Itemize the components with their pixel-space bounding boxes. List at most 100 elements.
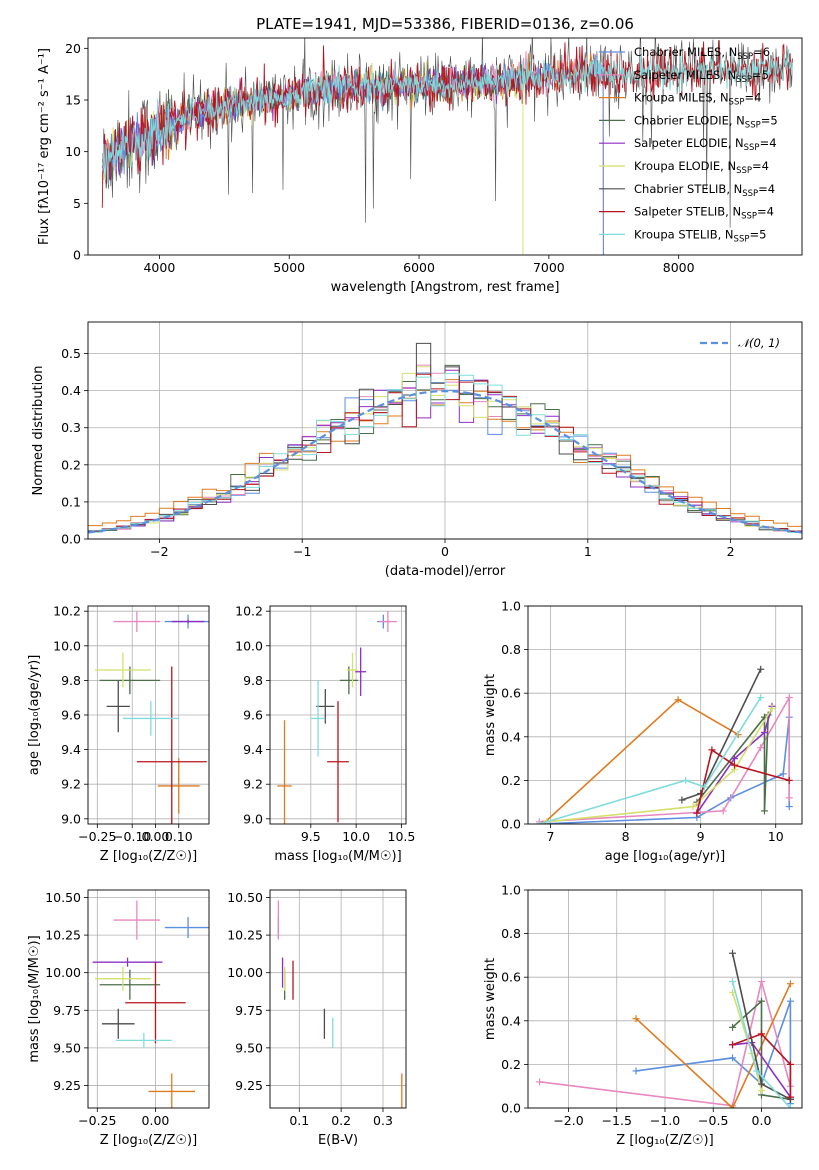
legend-entry: Salpeter STELIB, NSSP=4 [634,205,774,222]
x-tick-label: 7000 [533,260,565,275]
y-tick-label: 9.8 [243,673,263,688]
figure-title: PLATE=1941, MJD=53386, FIBERID=0136, z=0… [256,15,634,33]
panel-residual_histogram: −2 −1 0 1 2 0.0 0.1 0.2 0.3 0.4 0.5 𝒩(0, 1) (data-mo… [31,321,803,579]
x-tick-label: −2.0 [553,1113,583,1128]
axes-frame [87,605,210,825]
plot-area-residual_histogram [88,342,802,534]
y-tick-label: 10.2 [53,604,81,619]
x-tick-label: 9 [697,829,705,844]
y-tick-label: 0.4 [61,383,81,398]
y-tick-label: 0.6 [501,970,521,985]
x-tick-label: −2 [150,544,168,559]
x-tick-label: −0.5 [698,1113,728,1128]
x-axis-label: mass [log₁₀(M/M☉)] [274,849,401,864]
y-tick-label: 0.0 [501,817,521,832]
y-tick-label: 10.2 [235,604,263,619]
y-tick-label: 1.0 [501,883,521,898]
x-axis-label: age [log₁₀(age/yr)] [605,849,726,864]
y-tick-label: 10.00 [45,965,81,980]
x-axis-label: wavelength [Angstrom, rest frame] [331,280,560,295]
y-tick-label: 0 [73,248,81,263]
panel-age_vs_mass: 9.5 10.0 10.5 9.0 9.2 9.4 9.6 9.8 10.0 10.2 mass [… [235,604,415,864]
plot-area-mass_vs_Z [92,900,209,1108]
y-tick-label: 9.4 [243,742,263,757]
panel-spectrum: 4000 5000 6000 7000 8000 0 5 10 15 20 Chabrier MIL… [37,37,803,295]
plot-area-age_vs_mass [277,611,397,824]
panel-mass_weight_vs_age: 7 8 9 10 0.0 0.2 0.4 0.6 0.8 1.0 age [log₁₀(age/yr… [483,599,803,864]
y-tick-label: 9.75 [53,1003,81,1018]
x-tick-label: 5000 [273,260,305,275]
y-tick-label: 9.4 [61,742,81,757]
y-tick-label: 9.6 [61,708,81,723]
axes-frame [87,37,803,256]
mass-weight-series [732,1032,792,1098]
y-tick-label: 0.2 [61,457,81,472]
legend-entry: Kroupa STELIB, NSSP=5 [634,227,766,244]
y-tick-label: 10.25 [227,928,263,943]
y-tick-label: 0.8 [501,642,521,657]
x-tick-label: −0.25 [78,829,116,844]
panel-mass_weight_vs_Z: −2.0 −1.5 −1.0 −0.5 0.0 0.0 0.2 0.4 0.6 0.8 1.0 Z [… [483,883,803,1148]
y-tick-label: 9.2 [243,777,263,792]
plot-area-spectrum [101,38,793,255]
mass-weight-series [731,999,791,1101]
y-axis-label: mass weight [483,674,498,756]
y-tick-label: 0.0 [501,1101,521,1116]
y-tick-label: 0.4 [501,1013,521,1028]
y-axis-label: mass [log₁₀(M/M☉)] [27,935,42,1062]
mass-weight-series [546,708,773,823]
y-tick-label: 9.6 [243,708,263,723]
x-tick-label: −1.5 [602,1113,632,1128]
axes-frame [87,889,210,1109]
y-tick-label: 0.0 [61,532,81,547]
y-tick-label: 0.2 [501,1057,521,1072]
x-tick-label: 0.0 [752,1113,772,1128]
x-tick-label: 9.5 [301,829,321,844]
x-tick-label: 0.00 [142,829,170,844]
legend: Chabrier MILES, NSSP=6 Salpeter MILES, NS… [599,45,778,244]
y-tick-label: 9.25 [53,1078,81,1093]
legend-entry: Chabrier MILES, NSSP=6 [634,45,770,62]
plot-area-mass_vs_EBV [277,900,403,1108]
axes-frame [87,321,803,540]
y-tick-label: 9.2 [61,777,81,792]
y-tick-label: 0.4 [501,729,521,744]
x-tick-label: 4000 [143,260,175,275]
legend-entry: Chabrier ELODIE, NSSP=5 [634,113,778,130]
y-tick-label: 0.1 [61,494,81,509]
x-axis-label: Z [log₁₀(Z/Z☉)] [100,849,197,864]
x-tick-label: 10 [768,829,784,844]
legend-entry: Salpeter MILES, NSSP=5 [634,68,769,85]
x-axis-label: (data-model)/error [385,564,506,579]
mass-weight-series [539,697,762,824]
x-tick-label: −0.25 [78,1113,116,1128]
y-tick-label: 9.0 [243,811,263,826]
x-tick-label: 8 [622,829,630,844]
x-tick-label: 0 [441,544,449,559]
y-axis-label: age [log₁₀(age/yr)] [27,655,42,776]
legend-entry: Kroupa ELODIE, NSSP=4 [634,159,769,176]
x-axis-label: Z [log₁₀(Z/Z☉)] [616,1133,713,1148]
y-tick-label: 10.25 [45,928,81,943]
y-tick-label: 10.00 [227,965,263,980]
normal-reference-curve [88,389,802,534]
x-tick-label: 0.10 [165,829,193,844]
y-tick-label: 1.0 [501,599,521,614]
x-tick-label: 2 [727,544,735,559]
legend-entry: Chabrier STELIB, NSSP=4 [634,182,775,199]
x-axis-label: Z [log₁₀(Z/Z☉)] [100,1133,197,1148]
axes-frame [527,605,803,825]
legend-entry: Salpeter ELODIE, NSSP=4 [634,136,777,153]
legend-entry: 𝒩(0, 1) [738,336,780,350]
y-tick-label: 0.8 [501,926,521,941]
y-tick-label: 0.2 [501,773,521,788]
y-tick-label: 9.75 [235,1003,263,1018]
x-tick-label: 1 [584,544,592,559]
y-tick-label: 0.3 [61,420,81,435]
x-tick-label: 0.1 [289,1113,309,1128]
panel-mass_vs_Z: −0.25 0.00 9.25 9.50 9.75 10.00 10.25 10.50 Z [l… [27,889,210,1148]
y-tick-label: 0.6 [501,686,521,701]
